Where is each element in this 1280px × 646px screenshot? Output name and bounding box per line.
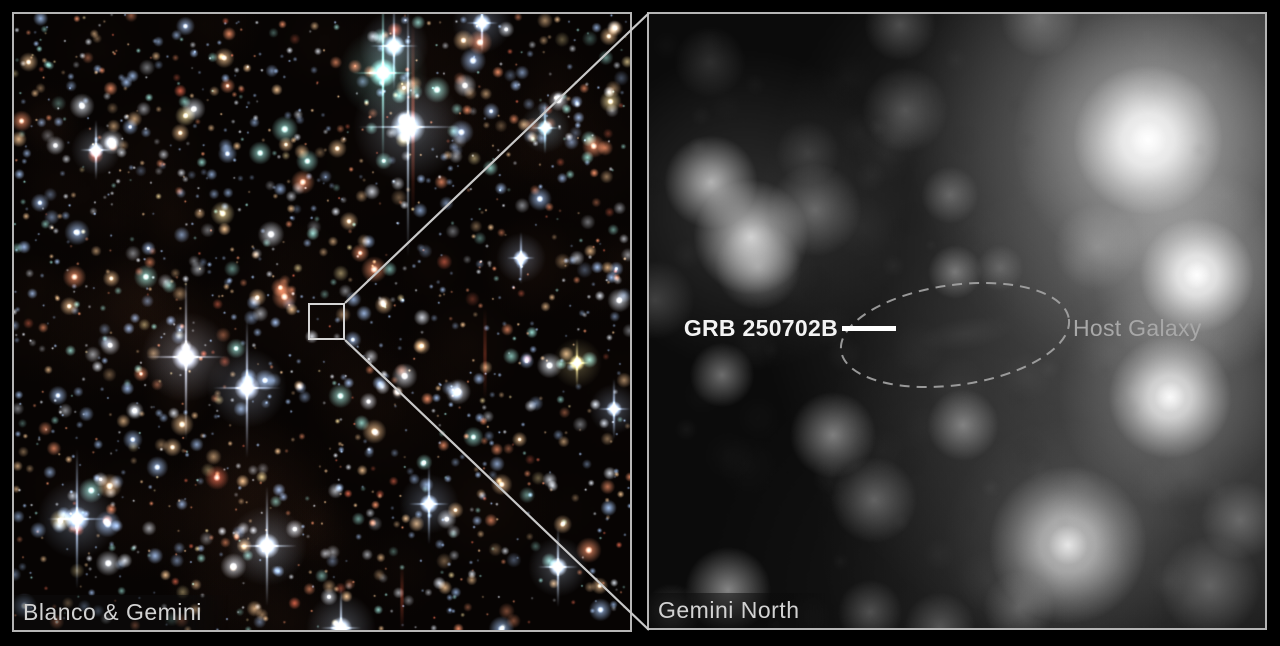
zoom-inset-square	[308, 303, 345, 340]
host-galaxy-label: Host Galaxy	[1073, 315, 1202, 341]
left-panel-caption: Blanco & Gemini	[14, 595, 228, 630]
grb-pointer-line	[842, 326, 896, 331]
grb-label: GRB 250702B	[683, 315, 838, 341]
right-panel: GRB 250702B Host Galaxy Gemini North	[647, 12, 1267, 630]
right-panel-caption: Gemini North	[649, 593, 826, 628]
